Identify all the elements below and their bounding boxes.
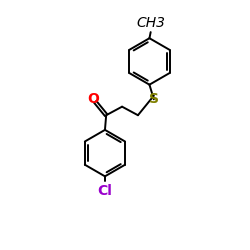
Text: Cl: Cl xyxy=(98,184,112,198)
Text: S: S xyxy=(149,92,159,106)
Text: O: O xyxy=(87,92,99,106)
Text: CH3: CH3 xyxy=(136,16,165,30)
